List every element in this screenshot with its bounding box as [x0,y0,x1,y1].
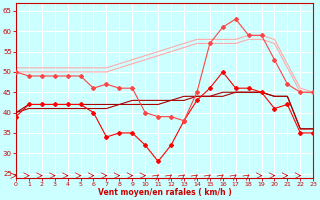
X-axis label: Vent moyen/en rafales ( km/h ): Vent moyen/en rafales ( km/h ) [98,188,231,197]
